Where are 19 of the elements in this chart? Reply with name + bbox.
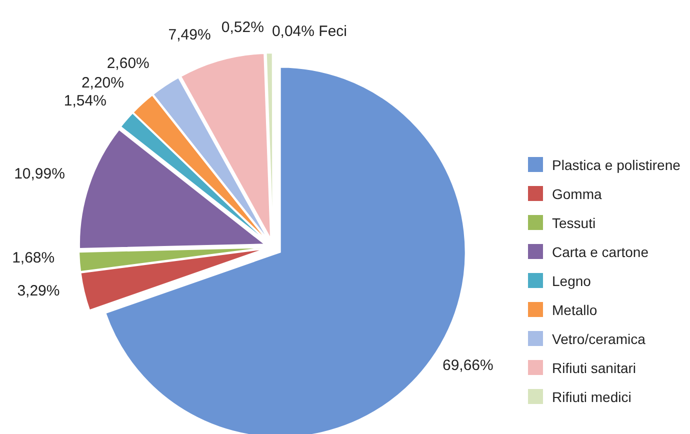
legend-label: Tessuti bbox=[552, 214, 596, 230]
data-label: 69,66% bbox=[442, 356, 494, 374]
data-label: 1,54% bbox=[64, 92, 106, 110]
legend-label: Vetro/ceramica bbox=[552, 330, 646, 346]
legend-label: Carta e cartone bbox=[552, 244, 648, 260]
data-label: 0,52% bbox=[221, 19, 264, 36]
data-label: 3,29% bbox=[17, 282, 60, 300]
data-label: 1,68% bbox=[12, 249, 55, 266]
legend-label: Metallo bbox=[552, 302, 598, 318]
data-label: 0,04% Feci bbox=[272, 23, 348, 40]
legend-label: Rifiuti sanitari bbox=[552, 360, 636, 376]
data-label: 10,99% bbox=[14, 165, 65, 182]
data-label: 7,49% bbox=[168, 26, 211, 44]
data-label: 2,60% bbox=[106, 54, 150, 72]
legend-label: Gomma bbox=[552, 186, 602, 202]
data-label: 2,20% bbox=[81, 74, 124, 92]
legend-label: Legno bbox=[552, 272, 591, 288]
legend-label: Plastica e polistirene bbox=[552, 156, 680, 172]
legend-label: Rifiuti medici bbox=[552, 388, 632, 404]
